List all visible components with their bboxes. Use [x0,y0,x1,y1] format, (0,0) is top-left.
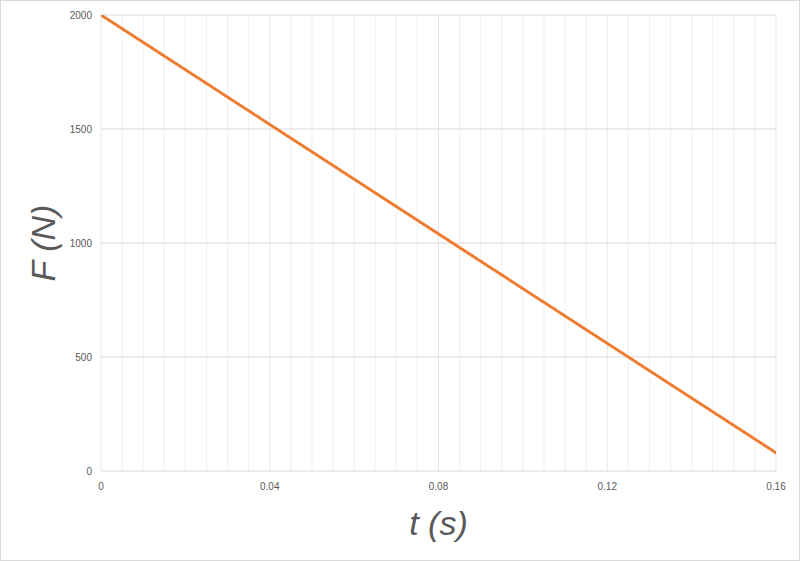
x-tick-label: 0.08 [429,481,449,492]
chart: 0 500 1000 1500 2000 0 0.04 0.08 0.12 0.16 t (s) F … [0,0,800,561]
x-tick-label: 0.12 [598,481,618,492]
plot-area [101,15,776,453]
y-tick-label: 2000 [70,10,93,21]
y-grid-line [101,357,776,358]
x-axis-title: t (s) [409,504,468,542]
y-grid-line [101,471,776,472]
y-tick-label: 500 [75,352,92,363]
y-tick-label: 1000 [70,238,93,249]
y-axis-title: F (N) [24,205,62,282]
x-tick-label: 0.16 [766,481,786,492]
x-tick-label: 0.04 [260,481,280,492]
y-tick-label: 1500 [70,124,93,135]
y-grid-line [101,129,776,130]
chart-border [1,1,800,561]
x-tick-label: 0 [98,481,104,492]
y-grid-line [101,15,776,16]
data-line [101,15,776,453]
y-tick-label: 0 [86,466,92,477]
y-grid-line [101,243,776,244]
